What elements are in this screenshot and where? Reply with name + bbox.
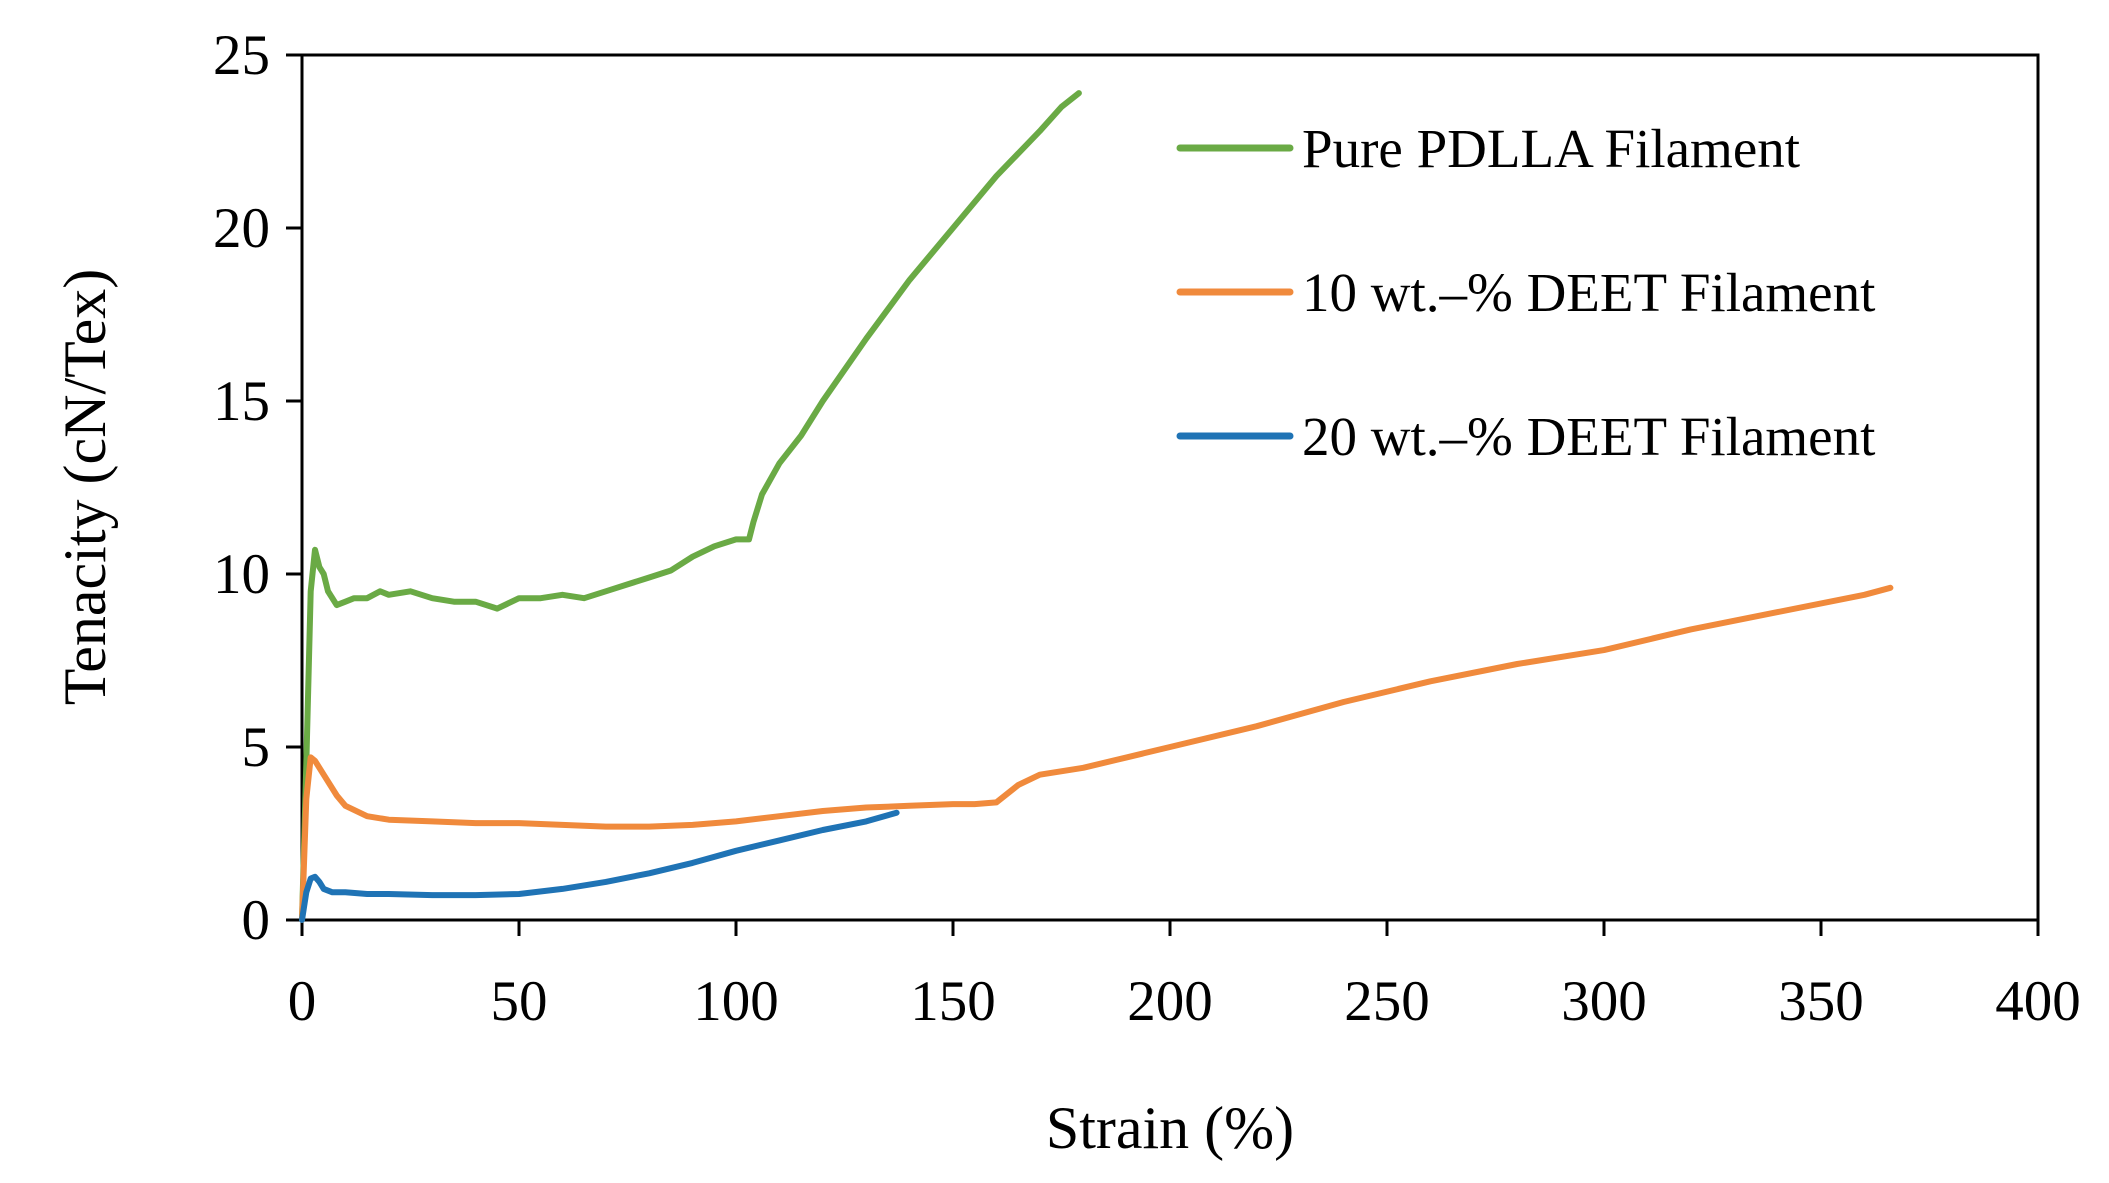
x-tick-label: 100 — [693, 970, 779, 1033]
y-axis-title: Tenacity (cN/Tex) — [52, 269, 118, 705]
x-tick-label: 400 — [1995, 970, 2081, 1033]
x-tick-label: 250 — [1344, 970, 1430, 1033]
x-tick-label: 200 — [1127, 970, 1213, 1033]
x-tick-label: 350 — [1778, 970, 1864, 1033]
y-axis-ticks: 0 5 10 15 20 25 — [213, 24, 302, 952]
x-tick-label: 50 — [491, 970, 548, 1033]
legend: Pure PDLLA Filament 10 wt.–% DEET Filamen… — [1176, 118, 1875, 467]
y-tick-label: 15 — [213, 370, 270, 433]
y-tick-label: 20 — [213, 197, 270, 260]
legend-label: Pure PDLLA Filament — [1302, 118, 1800, 179]
x-axis-ticks: 0 50 100 150 200 250 300 350 400 — [288, 920, 2081, 1033]
legend-label: 10 wt.–% DEET Filament — [1302, 262, 1875, 323]
series-layer — [299, 90, 1894, 923]
series-line-1 — [299, 90, 1082, 923]
series-line-2 — [299, 584, 1894, 923]
legend-label: 20 wt.–% DEET Filament — [1302, 406, 1875, 467]
plot-area — [300, 53, 2040, 922]
y-tick-label: 0 — [242, 889, 271, 952]
y-tick-label: 5 — [242, 716, 271, 779]
y-tick-label: 10 — [213, 543, 270, 606]
y-tick-label: 25 — [213, 24, 270, 87]
x-axis-title: Strain (%) — [1046, 1095, 1294, 1161]
x-tick-label: 0 — [288, 970, 317, 1033]
x-tick-label: 150 — [910, 970, 996, 1033]
series-line-3 — [299, 809, 900, 923]
x-tick-label: 300 — [1561, 970, 1647, 1033]
